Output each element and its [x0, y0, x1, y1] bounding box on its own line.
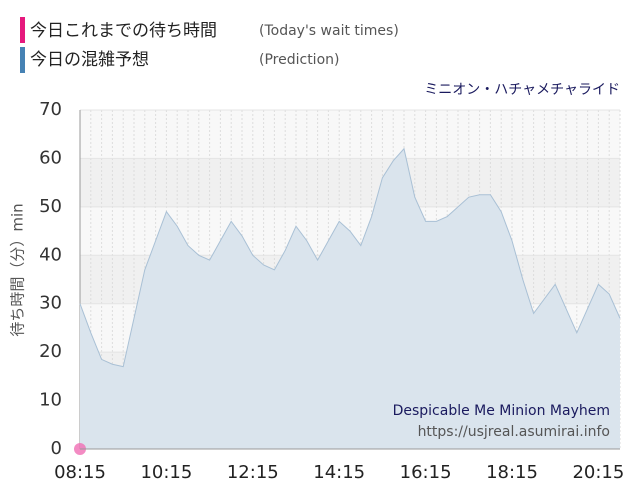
line — [79, 147, 621, 368]
x-tick-label: 20:15 — [572, 462, 624, 483]
chart-title: ミニオン・ハチャメチャライド — [424, 82, 620, 98]
y-tick-label: 10 — [39, 390, 62, 411]
legend-sublabel: (Today's wait times) — [259, 23, 399, 39]
x-tick-label: 08:15 — [54, 462, 106, 483]
y-axis-label: 待ち時間（分）min — [9, 203, 27, 336]
area — [80, 148, 620, 449]
legend-label: 今日これまでの待ち時間 — [30, 21, 217, 41]
y-tick-label: 60 — [39, 147, 62, 168]
y-tick-label: 70 — [39, 99, 62, 120]
legend-marker — [20, 47, 25, 73]
y-tick-label: 30 — [39, 293, 62, 314]
y-tick-label: 40 — [39, 244, 62, 265]
legend-label: 今日の混雑予想 — [30, 50, 149, 70]
x-tick-label: 14:15 — [313, 462, 365, 483]
annotation: Despicable Me Minion Mayhem — [393, 403, 610, 419]
legend-marker — [20, 17, 25, 43]
legend-sublabel: (Prediction) — [259, 52, 339, 68]
y-tick-label: 0 — [51, 438, 62, 459]
x-tick-label: 16:15 — [400, 462, 452, 483]
x-tick-label: 10:15 — [140, 462, 192, 483]
y-tick-label: 50 — [39, 196, 62, 217]
y-tick-label: 20 — [39, 341, 62, 362]
annotation: https://usjreal.asumirai.info — [418, 424, 610, 440]
x-tick-label: 18:15 — [486, 462, 538, 483]
x-tick-label: 12:15 — [227, 462, 279, 483]
